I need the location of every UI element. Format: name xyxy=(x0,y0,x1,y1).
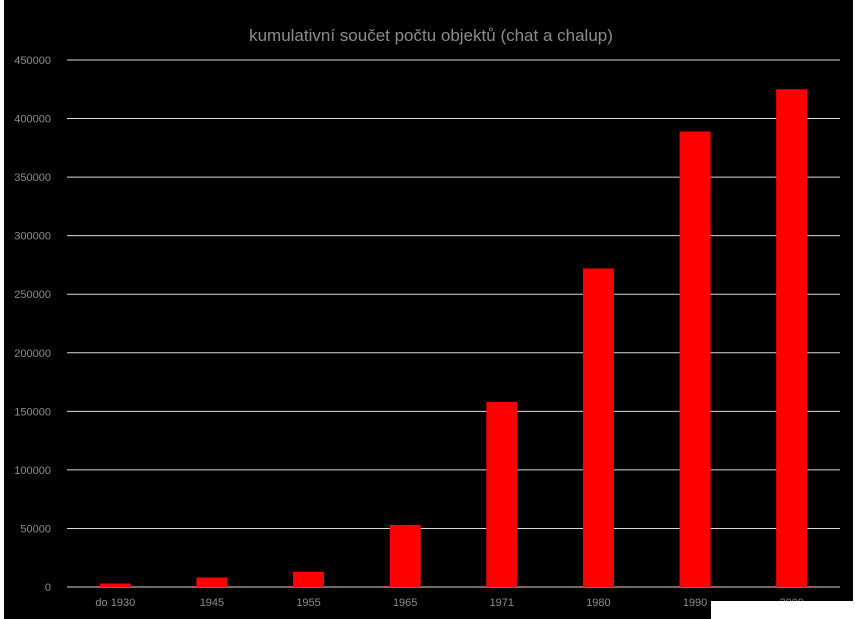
y-tick-label: 450000 xyxy=(14,55,51,67)
y-tick-label: 350000 xyxy=(14,172,51,184)
bar xyxy=(679,131,711,587)
bar-series xyxy=(99,89,808,588)
x-tick-label: 1990 xyxy=(683,597,707,609)
bar xyxy=(776,89,808,588)
y-tick-label: 100000 xyxy=(14,465,51,477)
chart-panel xyxy=(4,0,853,619)
y-tick-label: 0 xyxy=(45,582,51,594)
bar xyxy=(293,571,325,587)
y-tick-label: 250000 xyxy=(14,289,51,301)
x-axis-ticks: do 19301945195519651971198019902000 xyxy=(95,597,804,609)
x-tick-label: 1980 xyxy=(586,597,610,609)
bar xyxy=(582,268,614,587)
white-overlay xyxy=(711,601,855,619)
x-tick-label: 1945 xyxy=(200,597,224,609)
x-tick-label: 1955 xyxy=(296,597,320,609)
y-axis-ticks: 0 50000 100000 150000 200000 250000 300000 3500… xyxy=(14,55,51,594)
y-tick-label: 150000 xyxy=(14,406,51,418)
x-tick-label: do 1930 xyxy=(95,597,135,609)
chart-title: kumulativní součet počtu objektů (chat a… xyxy=(249,26,613,45)
y-tick-label: 200000 xyxy=(14,348,51,360)
y-tick-label: 400000 xyxy=(14,114,51,126)
y-tick-label: 50000 xyxy=(20,523,51,535)
bar xyxy=(99,583,131,587)
x-tick-label: 1965 xyxy=(393,597,417,609)
x-tick-label: 1971 xyxy=(490,597,514,609)
y-tick-label: 300000 xyxy=(14,231,51,243)
bar xyxy=(389,524,421,587)
bar xyxy=(486,401,518,587)
gridlines xyxy=(67,59,840,588)
bar xyxy=(196,577,228,587)
